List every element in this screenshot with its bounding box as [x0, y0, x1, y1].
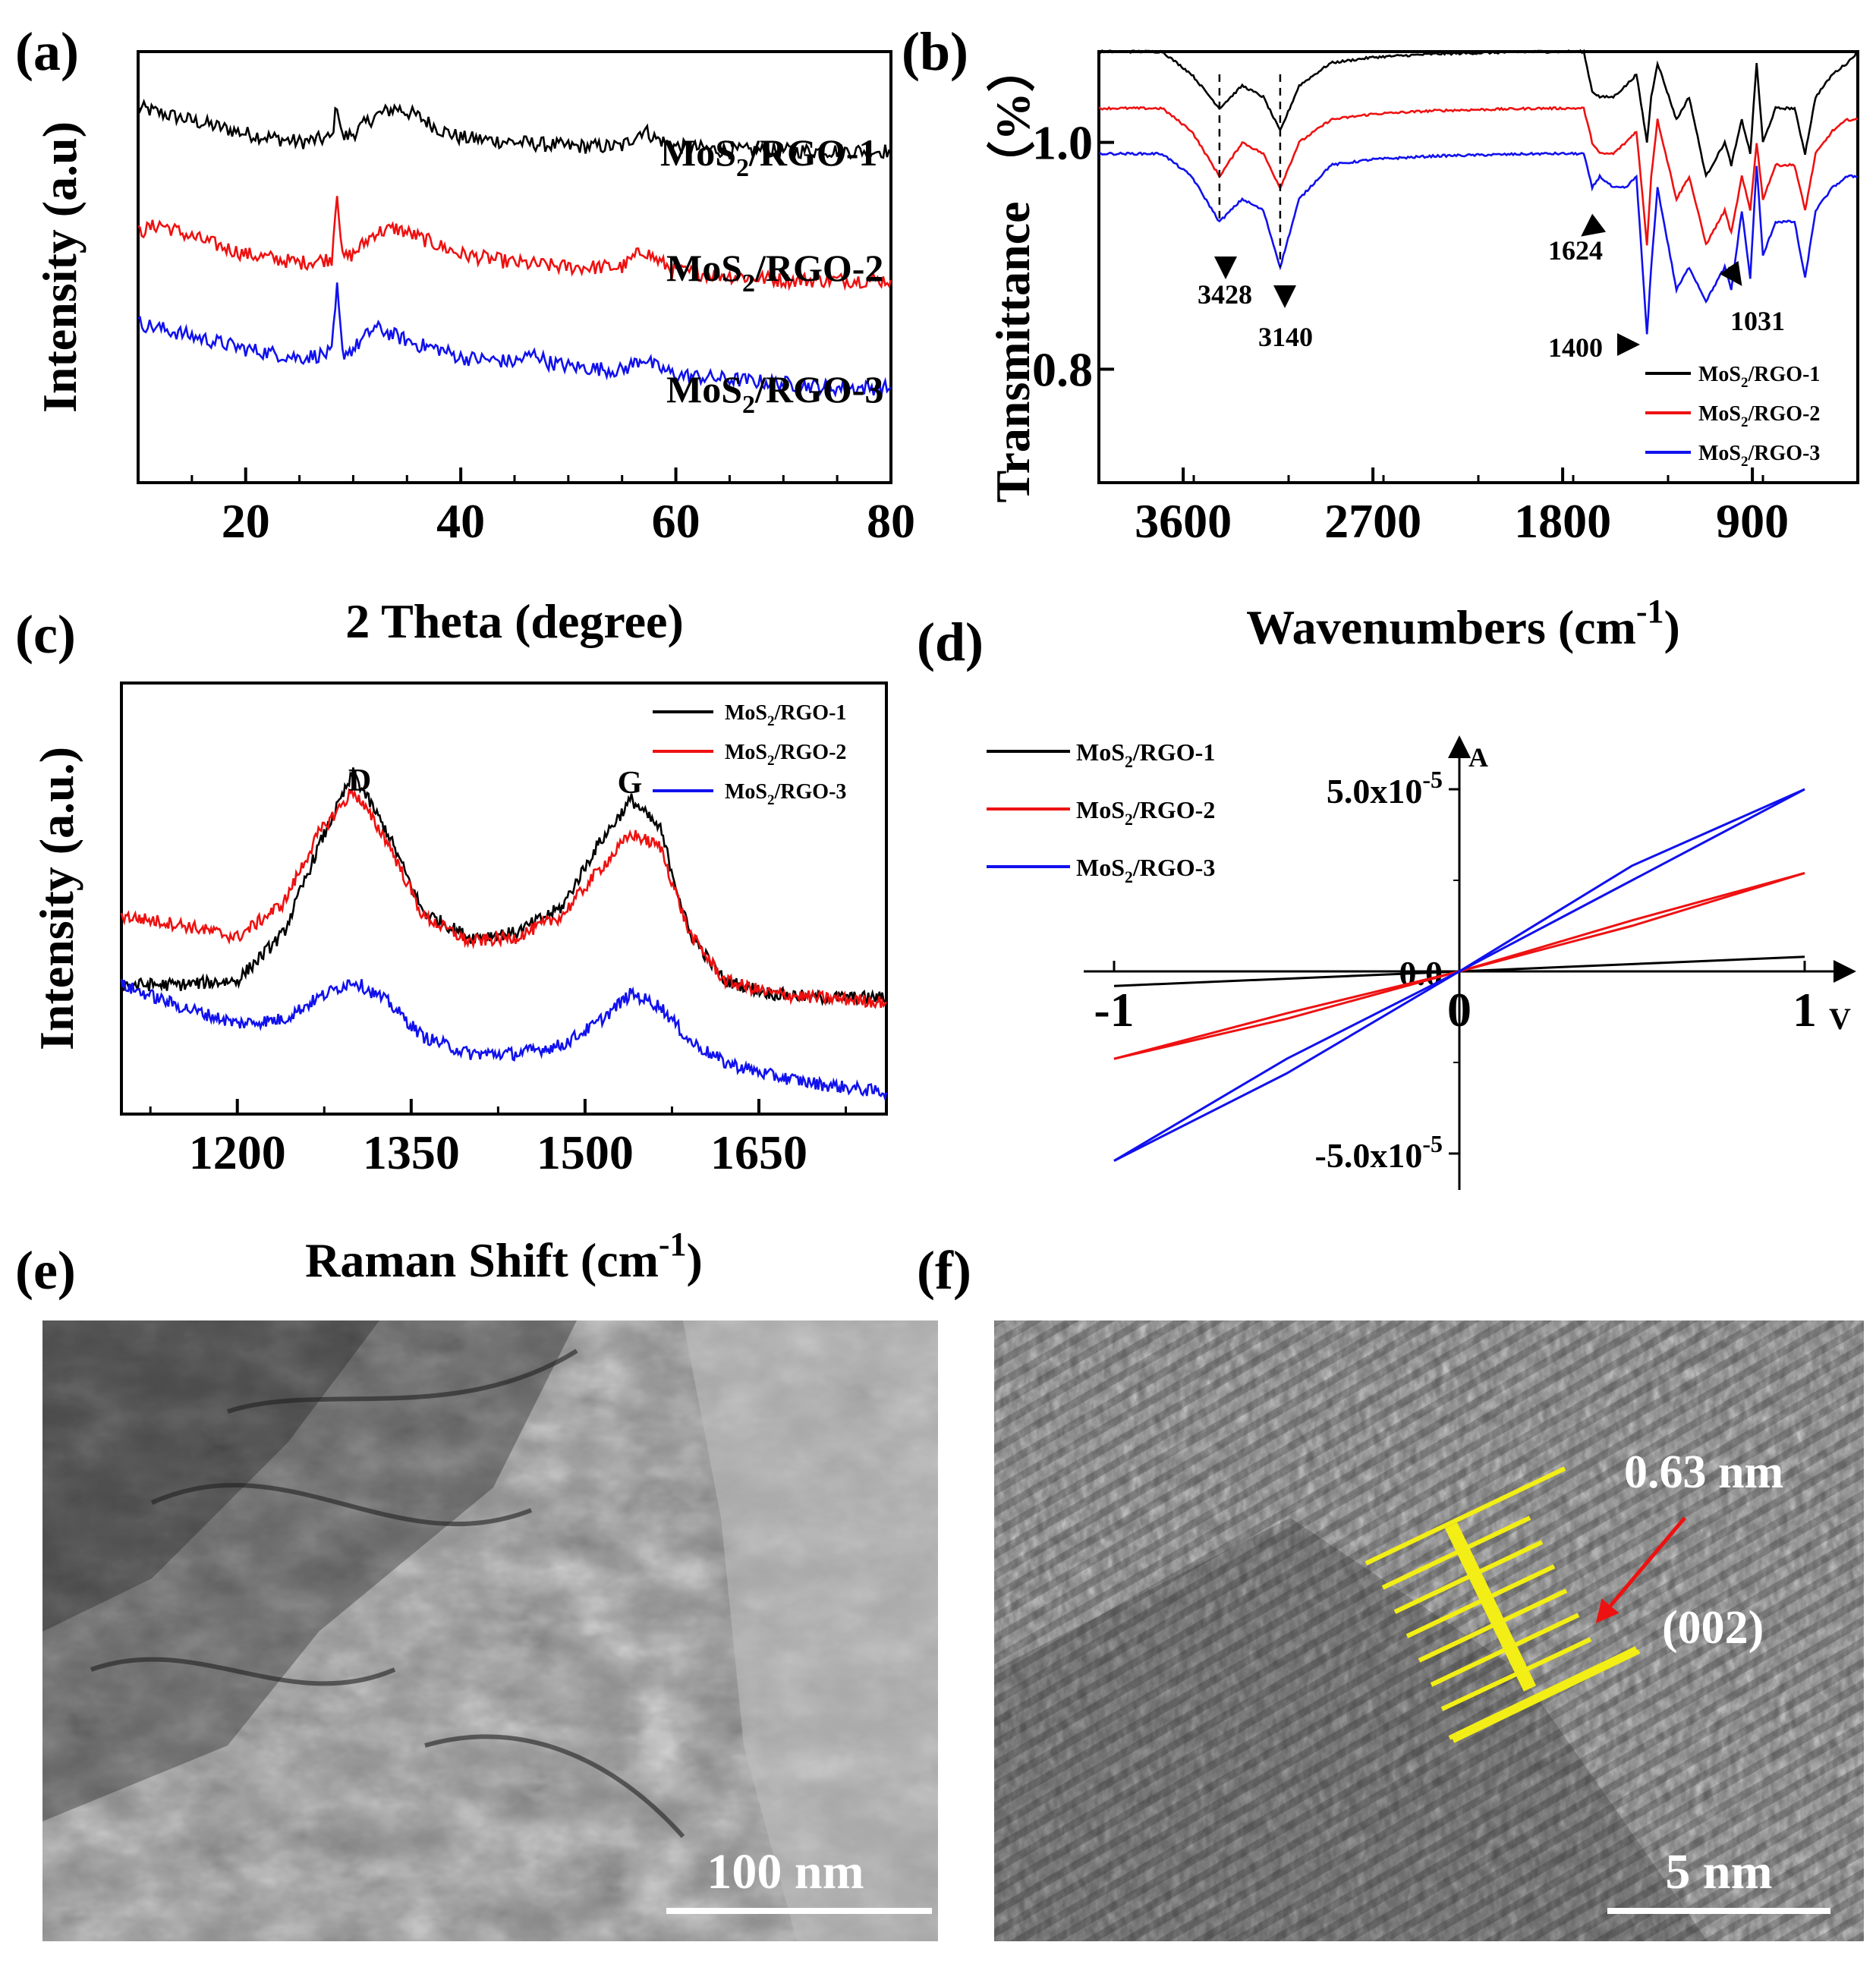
tem-e-scale-label: 100 nm [707, 1844, 864, 1900]
xrd-chart: 20 40 60 80 MoS2/RGO-1 MoS2/RGO-2 MoS2/RGO-… [33, 50, 915, 648]
iv-x-axis-label: V [1829, 1002, 1851, 1036]
raman-chart: 1200 1350 1500 1650 D G MoS2/RGO-1MoS2/RGO-… [30, 681, 888, 1287]
xrd-series-label-3: MoS2/RGO-3 [666, 368, 883, 419]
ftir-x-tick-label: 1800 [1514, 494, 1611, 548]
iv-x-tick-label: -1 [1094, 983, 1134, 1037]
tem-f-scale-label: 5 nm [1665, 1844, 1772, 1900]
legend-entry-3: MoS2/RGO-3 [1076, 854, 1215, 886]
ftir-x-tick-label: 3600 [1135, 494, 1232, 548]
fringe-arrow [1595, 1516, 1686, 1623]
xrd-x-tick-label: 60 [652, 494, 700, 548]
raman-y-axis-label: Intensity (a.u.) [30, 747, 83, 1050]
ftir-x-tick-label: 900 [1716, 494, 1789, 548]
iv-chart: -1 0 15.0x10-50.0-5.0x10-5 MoS2/RGO-1MoS2/… [987, 735, 1856, 1190]
raman-legend: MoS2/RGO-1 MoS2/RGO-2 MoS2/RGO-3 [653, 701, 846, 808]
raman-x-tick-label: 1500 [537, 1125, 634, 1179]
fringe-spacing-label: 0.63 nm [1624, 1446, 1783, 1498]
xrd-series-2 [137, 196, 892, 291]
tem-image-high-res: 0.63 nm (002) 5 nm [994, 1320, 1864, 1941]
iv-x-tick-label: 1 [1793, 983, 1817, 1037]
xrd-series-1 [137, 99, 892, 162]
iv-x-tick-label: 0 [1447, 983, 1472, 1037]
raman-series-2 [120, 787, 888, 1009]
raman-x-axis-label: Raman Shift (cm-1) [305, 1226, 703, 1287]
iv-y-axis-label: A [1468, 742, 1488, 773]
xrd-x-tick-label: 80 [867, 494, 915, 548]
ftir-annotation-3140: 3140 [1258, 322, 1313, 352]
ftir-annotation-1624: 1624 [1548, 235, 1603, 266]
legend-entry-2: MoS2/RGO-2 [725, 741, 846, 769]
legend-entry-2: MoS2/RGO-2 [1698, 402, 1820, 430]
ftir-x-tick-label: 2700 [1324, 494, 1421, 548]
panel-label-a: (a) [15, 21, 79, 82]
ftir-x-axis-label: Wavenumbers (cm-1) [1246, 593, 1680, 654]
xrd-x-axis-label: 2 Theta (degree) [345, 594, 684, 648]
legend-entry-3: MoS2/RGO-3 [1698, 442, 1820, 470]
raman-plot-frame [120, 681, 888, 1116]
legend-entry-1: MoS2/RGO-1 [725, 701, 846, 729]
xrd-series-label-1: MoS2/RGO-1 [660, 131, 877, 182]
iv-legend: MoS2/RGO-1 MoS2/RGO-2 MoS2/RGO-3 [987, 738, 1215, 886]
ftir-series-2 [1098, 105, 1859, 246]
iv-y-tick-label: 5.0x10-5 [1327, 766, 1443, 811]
ftir-legend: MoS2/RGO-1 MoS2/RGO-2 MoS2/RGO-3 [1645, 363, 1820, 470]
legend-entry-3: MoS2/RGO-3 [725, 780, 846, 808]
raman-x-tick-label: 1350 [363, 1125, 460, 1179]
ftir-y-tick-label: 0.8 [1032, 343, 1093, 397]
ftir-y-axis-label: Transmittance （%） [986, 44, 1040, 503]
panel-label-c: (c) [15, 604, 76, 665]
xrd-x-tick-label: 20 [222, 494, 270, 548]
lattice-fringe-markers [1365, 1466, 1641, 1743]
ftir-chart: 3600 2700 1800 900 0.8 1.0 3428 3140 1624 140… [986, 44, 1859, 654]
panel-label-e: (e) [15, 1240, 76, 1301]
panel-label-b: (b) [902, 21, 968, 82]
raman-peak-label-g: G [618, 766, 643, 801]
raman-peak-label-d: D [348, 763, 371, 798]
ftir-y-tick-label: 1.0 [1032, 116, 1093, 170]
raman-x-tick-label: 1200 [189, 1125, 286, 1179]
ftir-annotation-1400: 1400 [1548, 332, 1603, 363]
lattice-plane-label: (002) [1662, 1602, 1764, 1654]
iv-y-tick-label: -5.0x10-5 [1315, 1130, 1443, 1175]
ftir-annotation-1031: 1031 [1730, 306, 1785, 336]
raman-x-tick-label: 1650 [710, 1125, 807, 1179]
panel-label-f: (f) [917, 1240, 971, 1301]
ftir-series-1 [1098, 49, 1859, 178]
iv-series-3-return [1113, 788, 1805, 1162]
legend-entry-1: MoS2/RGO-1 [1076, 738, 1215, 771]
xrd-series-label-2: MoS2/RGO-2 [666, 247, 883, 297]
legend-entry-2: MoS2/RGO-2 [1076, 796, 1215, 829]
xrd-y-axis-label: Intensity (a.u) [33, 121, 87, 413]
raman-series-3 [120, 979, 888, 1102]
legend-entry-1: MoS2/RGO-1 [1698, 363, 1820, 391]
tem-image-low-mag: 100 nm [42, 1320, 938, 1941]
xrd-series-3 [137, 282, 892, 398]
panel-label-d: (d) [917, 612, 984, 672]
ftir-annotation-3428: 3428 [1198, 279, 1252, 310]
ftir-annotation-arrows [1214, 213, 1742, 356]
xrd-x-tick-label: 40 [436, 494, 485, 548]
